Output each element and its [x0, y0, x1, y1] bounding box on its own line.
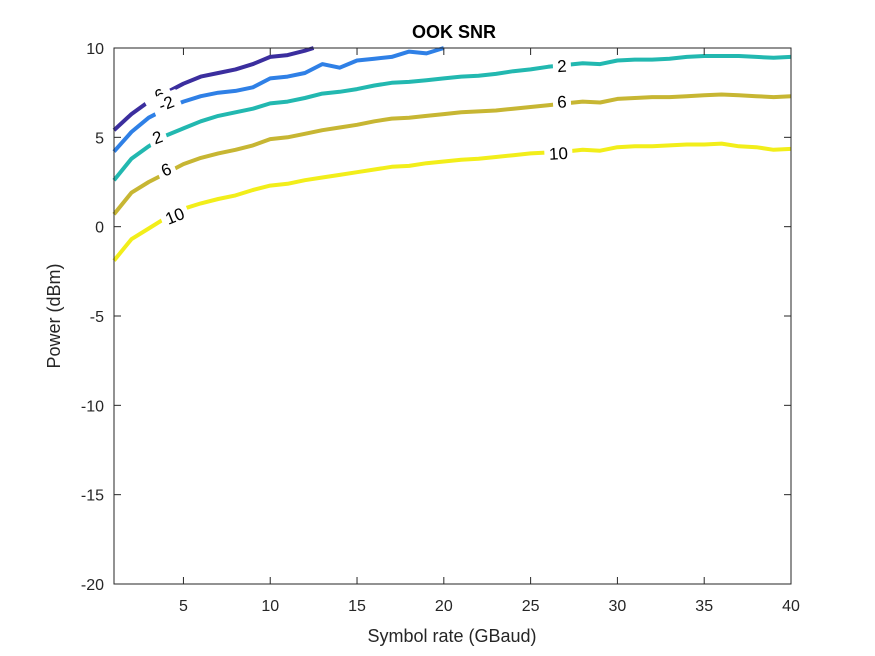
- chart-title: OOK SNR: [412, 22, 496, 42]
- contour-label: 10: [548, 144, 568, 164]
- contour-label-group: -2: [149, 88, 183, 118]
- contour-label: -2: [156, 92, 177, 115]
- contour-label-bg: [145, 124, 170, 150]
- y-tick-label: -20: [81, 577, 104, 594]
- y-tick-label: 0: [95, 220, 104, 237]
- contour-label-group: 10: [543, 142, 573, 165]
- contour-label: 2: [557, 57, 567, 76]
- contour-label-group: 2: [145, 124, 170, 150]
- x-tick-label: 20: [435, 598, 453, 615]
- contour-line-2: [112, 54, 792, 182]
- y-tick-label: -5: [90, 309, 104, 326]
- contour-label-bg: [149, 88, 183, 118]
- contour-line-3: [112, 92, 792, 216]
- y-tick-label: 5: [95, 130, 104, 147]
- x-tick-label: 35: [695, 598, 713, 615]
- x-tick-label: 40: [782, 598, 800, 615]
- contour-label-bg: [543, 142, 573, 165]
- plot-area: [114, 48, 791, 584]
- x-tick-label: 30: [609, 598, 627, 615]
- contour-label-group: 2: [552, 55, 572, 77]
- tick-layer: 5 10 15 20 25 30 35 40 -20 -15 -10 -5 0 5 10: [81, 41, 800, 615]
- contour-label-bg: [154, 156, 179, 183]
- x-tick-label: 10: [261, 598, 279, 615]
- x-tick-label: 5: [179, 598, 188, 615]
- contour-line-4: [112, 141, 792, 262]
- x-axis-label: Symbol rate (GBaud): [367, 626, 536, 646]
- y-axis-label: Power (dBm): [44, 263, 64, 368]
- contour-label-bg: [552, 91, 572, 113]
- contour-label-group: 6: [552, 91, 572, 113]
- contour-label-group: 6: [154, 156, 179, 183]
- contour-label-bg: [552, 55, 572, 77]
- contour-label-bg: [158, 201, 192, 231]
- x-tick-label: 15: [348, 598, 366, 615]
- x-tick-label: 25: [522, 598, 540, 615]
- y-tick-label: -10: [81, 398, 104, 415]
- y-tick-label: -15: [81, 488, 104, 505]
- contour-label: 6: [557, 92, 567, 111]
- y-tick-label: 10: [86, 41, 104, 58]
